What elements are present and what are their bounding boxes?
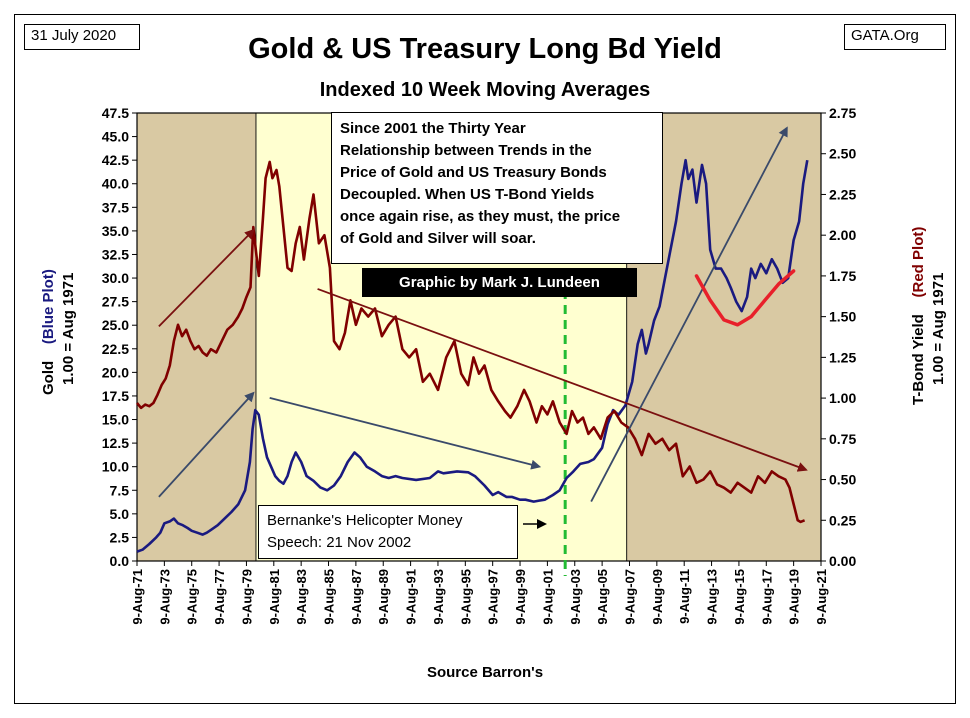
x-tick-label: 9-Aug-71 xyxy=(130,569,145,625)
annotation-note: Since 2001 the Thirty Year Relationship … xyxy=(331,112,663,264)
x-tick-label: 9-Aug-81 xyxy=(267,569,282,625)
x-tick-label: 9-Aug-87 xyxy=(349,569,364,625)
right-tick-label: 0.25 xyxy=(829,512,856,528)
source-tag: GATA.Org xyxy=(844,24,946,50)
trend-arrow-blue xyxy=(158,391,255,498)
x-tick-label: 9-Aug-01 xyxy=(540,569,555,625)
x-tick-label: 9-Aug-11 xyxy=(677,569,692,624)
chart-subtitle: Indexed 10 Week Moving Averages xyxy=(319,79,651,101)
gold-series-line xyxy=(136,158,809,553)
right-tick-label: 0.50 xyxy=(829,472,856,488)
left-tick-label: 37.5 xyxy=(102,199,129,215)
x-tick-label: 9-Aug-03 xyxy=(568,569,583,625)
left-tick-label: 0.0 xyxy=(110,553,130,569)
right-tick-label: 1.25 xyxy=(829,349,856,365)
left-tick-label: 35.0 xyxy=(102,223,129,239)
trend-arrow-blue xyxy=(269,396,542,470)
right-tick-label: 2.00 xyxy=(829,227,856,243)
left-axis-sublabel: 1.00 = Aug 1971 xyxy=(60,272,77,385)
x-tick-label: 9-Aug-19 xyxy=(787,569,802,625)
date-label: 31 July 2020 xyxy=(24,24,140,50)
right-tick-label: 2.75 xyxy=(829,105,856,121)
right-tick-label: 2.25 xyxy=(829,186,856,202)
right-tick-label: 0.00 xyxy=(829,553,856,569)
right-tick-label: 1.50 xyxy=(829,309,856,325)
left-tick-label: 27.5 xyxy=(102,294,129,310)
right-axis-label: T-Bond Yield (Red Plot) xyxy=(910,227,927,405)
trend-arrow-blue xyxy=(590,126,788,502)
x-tick-label: 9-Aug-85 xyxy=(322,569,337,625)
left-tick-label: 7.5 xyxy=(110,482,130,498)
left-tick-label: 45.0 xyxy=(102,129,129,145)
right-axis-label-text: T-Bond Yield xyxy=(910,314,927,405)
trend-arrow-red xyxy=(158,228,255,328)
right-tick-label: 2.50 xyxy=(829,146,856,162)
right-axis-label-colored: (Red Plot) xyxy=(910,226,927,298)
trend-arrow-red xyxy=(317,288,808,472)
left-tick-label: 2.5 xyxy=(110,529,130,545)
left-axis-label: Gold (Blue Plot) xyxy=(40,269,57,395)
x-tick-label: 9-Aug-93 xyxy=(431,569,446,625)
x-tick-label: 9-Aug-89 xyxy=(376,569,391,625)
x-tick-label: 9-Aug-17 xyxy=(759,569,774,625)
chart-footer: Source Barron's xyxy=(426,664,544,681)
x-tick-label: 9-Aug-91 xyxy=(404,569,419,625)
x-tick-label: 9-Aug-15 xyxy=(732,569,747,625)
x-tick-label: 9-Aug-07 xyxy=(622,569,637,625)
x-tick-label: 9-Aug-21 xyxy=(814,569,829,625)
x-tick-label: 9-Aug-13 xyxy=(705,569,720,625)
left-tick-label: 30.0 xyxy=(102,270,129,286)
x-tick-label: 9-Aug-99 xyxy=(513,569,528,625)
x-tick-label: 9-Aug-73 xyxy=(157,569,172,625)
x-tick-label: 9-Aug-97 xyxy=(486,569,501,625)
left-tick-label: 5.0 xyxy=(110,506,130,522)
bernanke-note: Bernanke's Helicopter Money Speech: 21 N… xyxy=(258,505,518,559)
left-tick-label: 10.0 xyxy=(102,459,129,475)
x-tick-label: 9-Aug-77 xyxy=(212,569,227,625)
chart-title: Gold & US Treasury Long Bd Yield xyxy=(248,33,722,65)
right-axis-sublabel: 1.00 = Aug 1971 xyxy=(930,272,947,385)
left-tick-label: 25.0 xyxy=(102,317,129,333)
x-tick-label: 9-Aug-79 xyxy=(239,569,254,625)
left-tick-label: 22.5 xyxy=(102,341,129,357)
shaded-region-0 xyxy=(136,112,257,562)
bowl-curve xyxy=(694,269,796,327)
left-tick-label: 42.5 xyxy=(102,152,129,168)
left-tick-label: 40.0 xyxy=(102,176,129,192)
left-axis-label-colored: (Blue Plot) xyxy=(40,269,57,345)
x-tick-label: 9-Aug-83 xyxy=(294,569,309,625)
right-tick-label: 1.00 xyxy=(829,390,856,406)
left-axis-label-text: Gold xyxy=(40,360,57,395)
bond-series-line xyxy=(136,160,806,524)
left-tick-label: 32.5 xyxy=(102,246,129,262)
x-tick-label: 9-Aug-75 xyxy=(185,569,200,625)
left-tick-label: 17.5 xyxy=(102,388,129,404)
right-tick-label: 0.75 xyxy=(829,431,856,447)
x-tick-label: 9-Aug-05 xyxy=(595,569,610,625)
credit-banner: Graphic by Mark J. Lundeen xyxy=(362,268,637,297)
right-tick-label: 1.75 xyxy=(829,268,856,284)
left-tick-label: 15.0 xyxy=(102,412,129,428)
left-tick-label: 12.5 xyxy=(102,435,129,451)
x-tick-label: 9-Aug-09 xyxy=(650,569,665,625)
left-tick-label: 47.5 xyxy=(102,105,129,121)
x-tick-label: 9-Aug-95 xyxy=(458,569,473,625)
left-tick-label: 20.0 xyxy=(102,364,129,380)
